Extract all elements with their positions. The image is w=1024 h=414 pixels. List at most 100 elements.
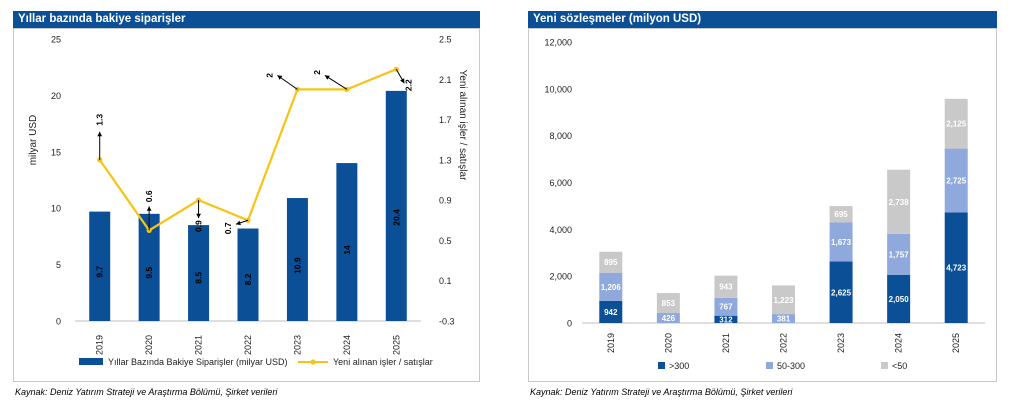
segment-value-label: 1,223 bbox=[773, 296, 794, 305]
segment-value-label: 767 bbox=[719, 303, 733, 312]
annotation-arrowhead bbox=[146, 206, 152, 211]
right-chart-frame bbox=[528, 28, 997, 382]
segment-value-label: 381 bbox=[777, 315, 791, 324]
y-right-tick-label: 1.7 bbox=[439, 115, 452, 125]
y-right-tick-label: -0.3 bbox=[439, 317, 455, 327]
bar-value-label: 9.7 bbox=[95, 266, 105, 278]
stacked-bar-segment bbox=[829, 261, 853, 323]
x-tick-label: 2023 bbox=[836, 333, 846, 353]
left-chart-frame bbox=[13, 28, 480, 382]
legend-label: >300 bbox=[669, 361, 689, 371]
segment-value-label: 1,673 bbox=[831, 238, 852, 247]
y-tick-label: 6,000 bbox=[549, 178, 572, 188]
y-right-tick-label: 0.1 bbox=[439, 276, 452, 286]
bar bbox=[138, 213, 160, 321]
y-left-tick-label: 15 bbox=[51, 147, 61, 157]
segment-value-label: 942 bbox=[604, 308, 618, 317]
bar bbox=[385, 90, 407, 321]
y-tick-label: 8,000 bbox=[549, 131, 572, 141]
segment-value-label: 426 bbox=[662, 314, 676, 323]
stacked-bar-segment bbox=[656, 313, 680, 323]
x-tick-label: 2021 bbox=[194, 335, 204, 355]
line-point bbox=[245, 217, 251, 223]
right-chart-title: Yeni sözleşmeler (milyon USD) bbox=[528, 11, 997, 28]
line-point bbox=[344, 86, 350, 92]
segment-value-label: 853 bbox=[662, 299, 676, 308]
x-tick-label: 2024 bbox=[894, 333, 904, 353]
stacked-bar-segment bbox=[599, 251, 623, 273]
stacked-bar-segment bbox=[599, 300, 623, 323]
legend-line-marker bbox=[310, 359, 316, 365]
line-value-label: 2 bbox=[264, 73, 274, 78]
legend-label: 50-300 bbox=[777, 361, 805, 371]
stacked-bar-segment bbox=[829, 222, 853, 262]
bar bbox=[237, 228, 259, 321]
y-right-axis-label: Yeni alınan işler / satışlar bbox=[457, 70, 468, 181]
bar bbox=[336, 163, 358, 321]
bar-value-label: 8.2 bbox=[243, 273, 253, 285]
x-tick-label: 2024 bbox=[342, 335, 352, 355]
y-right-tick-label: 2.5 bbox=[439, 35, 452, 45]
annotation-arrowhead bbox=[277, 75, 283, 80]
stacked-bar-segment bbox=[887, 233, 911, 275]
x-tick-label: 2019 bbox=[606, 333, 616, 353]
line-value-label: 2 bbox=[312, 70, 322, 75]
stacked-bar-segment bbox=[829, 206, 853, 223]
bar-value-label: 14 bbox=[342, 245, 352, 255]
y-tick-label: 0 bbox=[567, 319, 572, 329]
bar bbox=[286, 198, 308, 321]
stacked-bar-segment bbox=[599, 272, 623, 301]
segment-value-label: 695 bbox=[834, 210, 848, 219]
segment-value-label: 1,757 bbox=[889, 250, 910, 259]
legend-swatch bbox=[881, 362, 888, 369]
bar bbox=[188, 225, 210, 321]
y-right-tick-label: 1.3 bbox=[439, 155, 452, 165]
segment-value-label: 312 bbox=[719, 315, 733, 324]
segment-value-label: 2,738 bbox=[889, 198, 910, 207]
line-value-label: 0.7 bbox=[223, 222, 233, 234]
x-tick-label: 2023 bbox=[292, 335, 302, 355]
bar-value-label: 9.5 bbox=[144, 267, 154, 279]
y-left-tick-label: 0 bbox=[56, 317, 61, 327]
x-tick-label: 2025 bbox=[951, 333, 961, 353]
bar-value-label: 20.4 bbox=[391, 209, 401, 226]
segment-value-label: 895 bbox=[604, 258, 618, 267]
x-tick-label: 2020 bbox=[663, 333, 673, 353]
stacked-bar-segment bbox=[714, 275, 738, 298]
stacked-bar-segment bbox=[772, 285, 795, 315]
y-left-tick-label: 20 bbox=[51, 91, 61, 101]
stacked-bar-segment bbox=[714, 297, 738, 316]
bar-value-label: 10.9 bbox=[292, 257, 302, 274]
legend-swatch bbox=[766, 362, 773, 369]
legend-bar-label: Yıllar Bazında Bakiye Siparişler (milyar… bbox=[108, 357, 288, 367]
left-chart-title: Yıllar bazında bakiye siparişler bbox=[13, 11, 480, 28]
right-chart: 0 2,000 4,000 6,000 8,000 10,000 12,000 942 1,20… bbox=[544, 38, 985, 371]
legend-label: <50 bbox=[892, 361, 907, 371]
x-tick-label: 2019 bbox=[95, 335, 105, 355]
stacked-bar-segment bbox=[656, 293, 680, 314]
left-source-note: Kaynak: Deniz Yatırım Strateji ve Araştı… bbox=[15, 387, 278, 397]
stacked-bar-segment bbox=[887, 274, 911, 323]
y-left-axis-label: milyar USD bbox=[28, 115, 39, 166]
stacked-bar-segment bbox=[772, 314, 795, 323]
line-value-label: 0.9 bbox=[194, 220, 204, 232]
bar-value-label: 8.5 bbox=[194, 272, 204, 284]
annotation-arrowhead bbox=[236, 220, 241, 226]
y-tick-label: 10,000 bbox=[544, 84, 572, 94]
x-tick-label: 2021 bbox=[721, 333, 731, 353]
line-value-label: 2.2 bbox=[403, 79, 413, 91]
bar bbox=[89, 211, 111, 321]
x-tick-label: 2022 bbox=[243, 335, 253, 355]
legend-line-label: Yeni alınan işler / satışlar bbox=[333, 357, 433, 367]
y-left-tick-label: 5 bbox=[56, 260, 61, 270]
line-value-label: 0.6 bbox=[144, 190, 154, 202]
x-tick-label: 2020 bbox=[144, 335, 154, 355]
legend-swatch bbox=[658, 362, 665, 369]
y-right-tick-label: 0.5 bbox=[439, 236, 452, 246]
segment-value-label: 4,723 bbox=[946, 264, 967, 273]
y-left-tick-label: 10 bbox=[51, 204, 61, 214]
stacked-bar-segment bbox=[714, 315, 738, 323]
x-tick-label: 2025 bbox=[391, 335, 401, 355]
segment-value-label: 1,206 bbox=[601, 283, 622, 292]
legend-bar-swatch bbox=[79, 358, 103, 365]
